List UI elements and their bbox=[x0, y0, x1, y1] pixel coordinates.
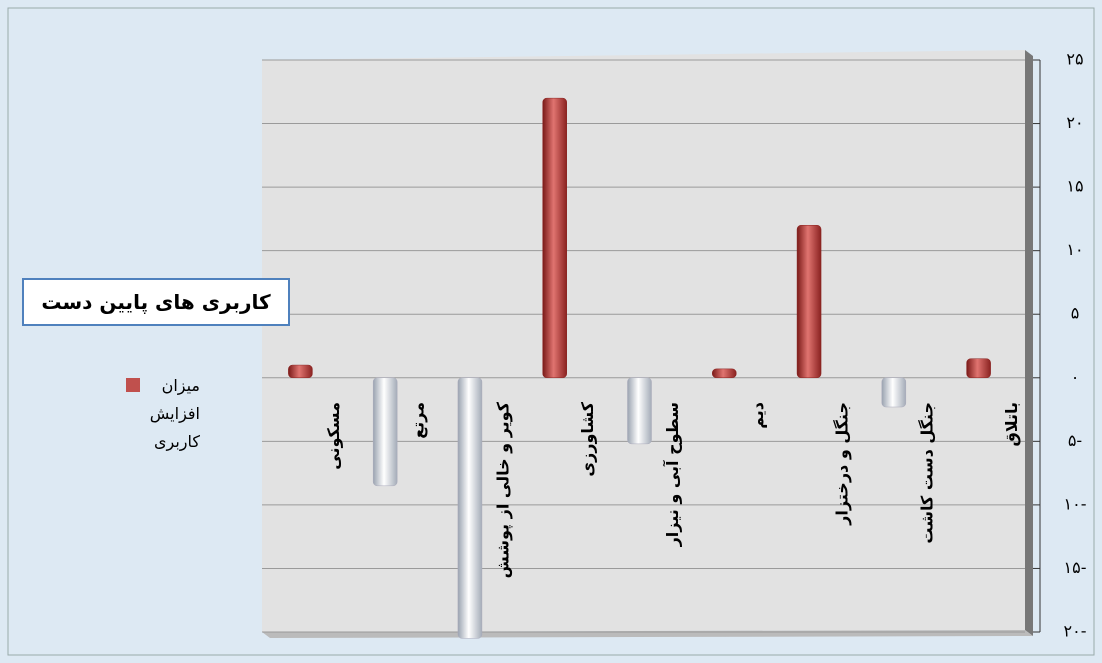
frame bbox=[7, 7, 1095, 656]
legend-label: میزان افزایش کاربری bbox=[149, 376, 200, 451]
bar bbox=[542, 97, 567, 379]
plot-wall bbox=[1025, 50, 1033, 636]
chart-title: کاربری های پایین دست bbox=[22, 278, 290, 326]
x-tick-label: جنگل و درختزار bbox=[833, 402, 852, 526]
y-tick-label: ۲۵ bbox=[1066, 50, 1083, 69]
x-tick-label: باتلاق bbox=[1002, 402, 1021, 446]
x-tick-label: کویر و خالی از پوشش bbox=[493, 401, 513, 578]
bar bbox=[881, 377, 907, 408]
y-tick-label: ۱۰ bbox=[1066, 240, 1083, 259]
bar bbox=[288, 364, 313, 379]
bar bbox=[796, 224, 822, 379]
y-tick-label: ۲۰ bbox=[1066, 113, 1083, 132]
y-tick-label: ۵ bbox=[1071, 304, 1080, 323]
x-tick-label: جنگل دست کاشت bbox=[917, 402, 936, 544]
x-tick-label: کشاورزی bbox=[578, 401, 597, 476]
legend-swatch bbox=[126, 378, 140, 392]
y-tick-label: ۱۵- bbox=[1064, 558, 1087, 577]
y-tick-label: ۵- bbox=[1068, 431, 1082, 450]
x-tick-label: دیم bbox=[748, 402, 767, 429]
x-tick-label: مسکونی bbox=[324, 402, 343, 470]
x-tick-label: سطوح آبی و نیزار bbox=[662, 402, 682, 547]
y-tick-label: ۲۰- bbox=[1064, 622, 1087, 641]
bar bbox=[457, 377, 483, 639]
bar bbox=[966, 358, 991, 379]
y-tick-label: ۰ bbox=[1071, 367, 1080, 386]
bar bbox=[627, 377, 652, 445]
y-tick-label: ۱۵ bbox=[1066, 177, 1083, 196]
y-tick-label: ۱۰- bbox=[1064, 494, 1087, 513]
x-tick-label: مرتع bbox=[409, 402, 428, 439]
plot-area bbox=[262, 50, 1025, 632]
bar bbox=[372, 377, 398, 487]
bar bbox=[712, 368, 737, 379]
